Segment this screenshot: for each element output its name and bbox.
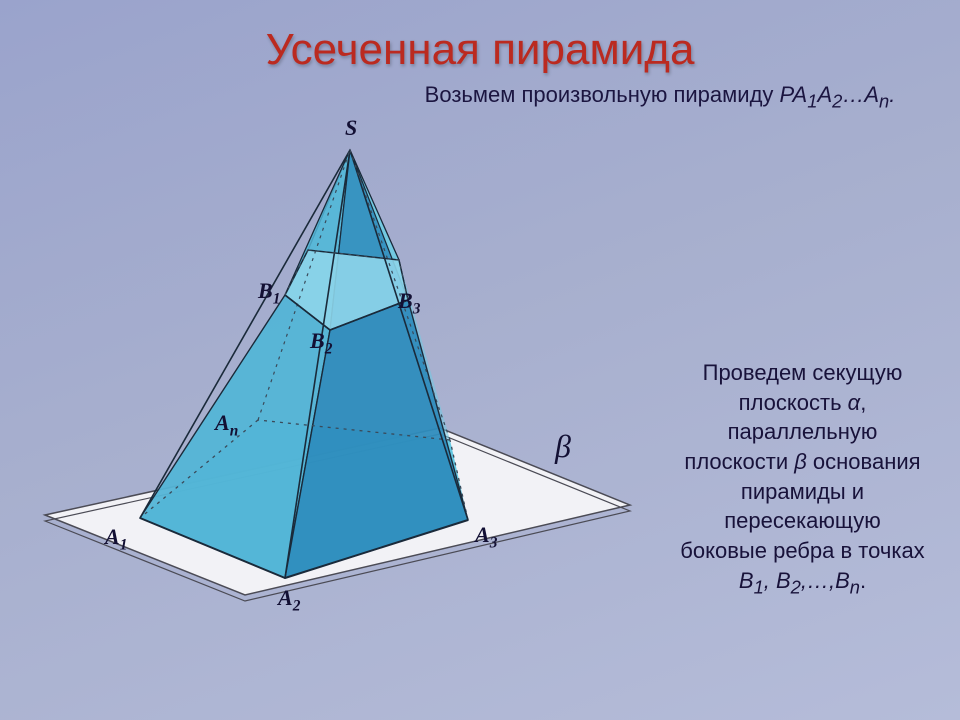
label-A2: A2 [278,585,300,615]
slide-title: Усеченная пирамида [0,28,960,72]
label-B2: B2 [310,328,332,358]
label-S: S [345,115,357,141]
label-B1: B1 [258,278,280,308]
label-beta: β [555,428,571,465]
label-An: An [215,410,238,440]
slide-root: Усеченная пирамида Возьмем произвольную … [0,0,960,720]
body-text: Проведем секущую плоскость α, параллельн… [680,358,925,600]
subtitle-formula: PA1A2…An. [780,82,896,107]
pyramid-figure [10,100,680,660]
label-A1: A1 [105,524,127,554]
label-B3: B3 [398,288,420,318]
label-A3: A3 [475,522,497,552]
